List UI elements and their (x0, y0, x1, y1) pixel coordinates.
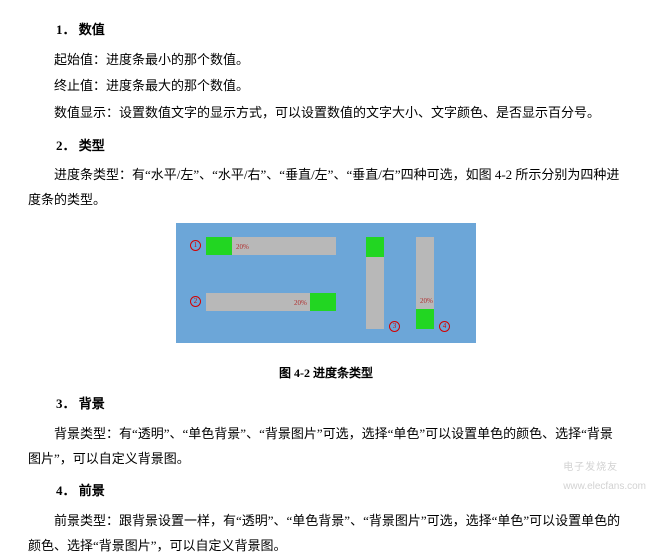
figure-4-2: 20% 20% 20% 1 2 3 4 (176, 223, 476, 343)
fill-v2 (416, 309, 434, 329)
pct-v2: 20% (420, 295, 433, 308)
marker-2: 2 (190, 296, 201, 307)
section-2-heading: 2． 类型 (56, 134, 624, 159)
fill-h2 (310, 293, 336, 311)
section-2-title: 类型 (79, 138, 105, 153)
sec4-p1: 前景类型：跟背景设置一样，有“透明”、“单色背景”、“背景图片”可选，选择“单色… (28, 509, 624, 558)
watermark: 电子发烧友 www.elecfans.com (563, 458, 646, 496)
section-2-num: 2． (56, 138, 76, 153)
section-3-num: 3． (56, 396, 76, 411)
section-4-num: 4． (56, 483, 76, 498)
fill-v1 (366, 237, 384, 257)
marker-4: 4 (439, 321, 450, 332)
sec2-p1: 进度条类型：有“水平/左”、“水平/右”、“垂直/左”、“垂直/右”四种可选，如… (28, 163, 624, 212)
section-1-title: 数值 (79, 22, 105, 37)
marker-1: 1 (190, 240, 201, 251)
sec1-p2: 终止值：进度条最大的那个数值。 (28, 74, 624, 99)
pct-h2: 20% (294, 297, 307, 310)
section-4-heading: 4． 前景 (56, 479, 624, 504)
sec1-p1: 起始值：进度条最小的那个数值。 (28, 48, 624, 73)
figure-caption: 图 4-2 进度条类型 (28, 362, 624, 385)
sec1-p3: 数值显示：设置数值文字的显示方式，可以设置数值的文字大小、文字颜色、是否显示百分… (28, 101, 624, 126)
section-3-heading: 3． 背景 (56, 392, 624, 417)
fill-h1 (206, 237, 232, 255)
figure-4-2-wrap: 20% 20% 20% 1 2 3 4 (28, 223, 624, 352)
section-1-heading: 1． 数值 (56, 18, 624, 43)
watermark-url: www.elecfans.com (563, 481, 646, 492)
pct-h1: 20% (236, 241, 249, 254)
watermark-cn: 电子发烧友 (563, 462, 618, 473)
marker-3: 3 (389, 321, 400, 332)
section-4-title: 前景 (79, 483, 105, 498)
section-3-title: 背景 (79, 396, 105, 411)
section-1-num: 1． (56, 22, 76, 37)
sec3-p1: 背景类型：有“透明”、“单色背景”、“背景图片”可选，选择“单色”可以设置单色的… (28, 422, 624, 471)
